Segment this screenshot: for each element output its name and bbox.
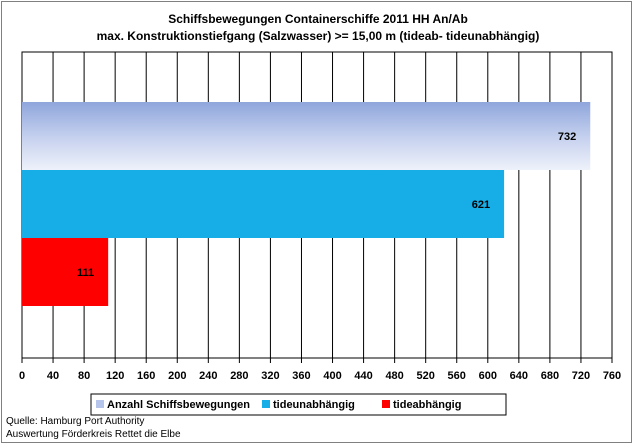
data-label: 111 — [77, 267, 94, 279]
bar — [22, 170, 505, 238]
x-tick-label: 320 — [261, 370, 279, 382]
x-tick-label: 480 — [385, 370, 403, 382]
x-tick-label: 120 — [106, 370, 124, 382]
x-tick-label: 560 — [448, 370, 466, 382]
bar — [22, 102, 591, 170]
bar — [22, 238, 109, 306]
legend-swatch — [262, 400, 270, 408]
data-label: 732 — [558, 131, 576, 143]
x-tick-label: 240 — [199, 370, 217, 382]
legend-swatch — [382, 400, 390, 408]
x-tick-label: 40 — [47, 370, 59, 382]
x-tick-label: 200 — [168, 370, 186, 382]
x-tick-label: 600 — [479, 370, 497, 382]
source-line-2: Auswertung Förderkreis Rettet die Elbe — [6, 429, 181, 440]
x-tick-label: 360 — [292, 370, 310, 382]
legend-label: Anzahl Schiffsbewegungen — [107, 399, 250, 411]
legend-swatch — [96, 400, 104, 408]
chart-title: Schiffsbewegungen Containerschiffe 2011 … — [168, 12, 468, 26]
data-label: 621 — [472, 199, 490, 211]
x-tick-label: 440 — [354, 370, 372, 382]
x-tick-label: 720 — [572, 370, 590, 382]
x-tick-label: 640 — [510, 370, 528, 382]
x-tick-label: 400 — [323, 370, 341, 382]
x-tick-label: 520 — [417, 370, 435, 382]
x-tick-label: 0 — [19, 370, 25, 382]
x-tick-label: 80 — [78, 370, 90, 382]
source-line-1: Quelle: Hamburg Port Authority — [6, 416, 145, 427]
legend-label: tideabhängig — [393, 399, 461, 411]
x-tick-label: 160 — [137, 370, 155, 382]
x-tick-label: 680 — [541, 370, 559, 382]
x-tick-label: 760 — [603, 370, 621, 382]
legend-label: tideunabhängig — [273, 399, 355, 411]
chart-subtitle: max. Konstruktionstiefgang (Salzwasser) … — [97, 29, 540, 43]
legend — [90, 393, 507, 416]
x-tick-label: 280 — [230, 370, 248, 382]
